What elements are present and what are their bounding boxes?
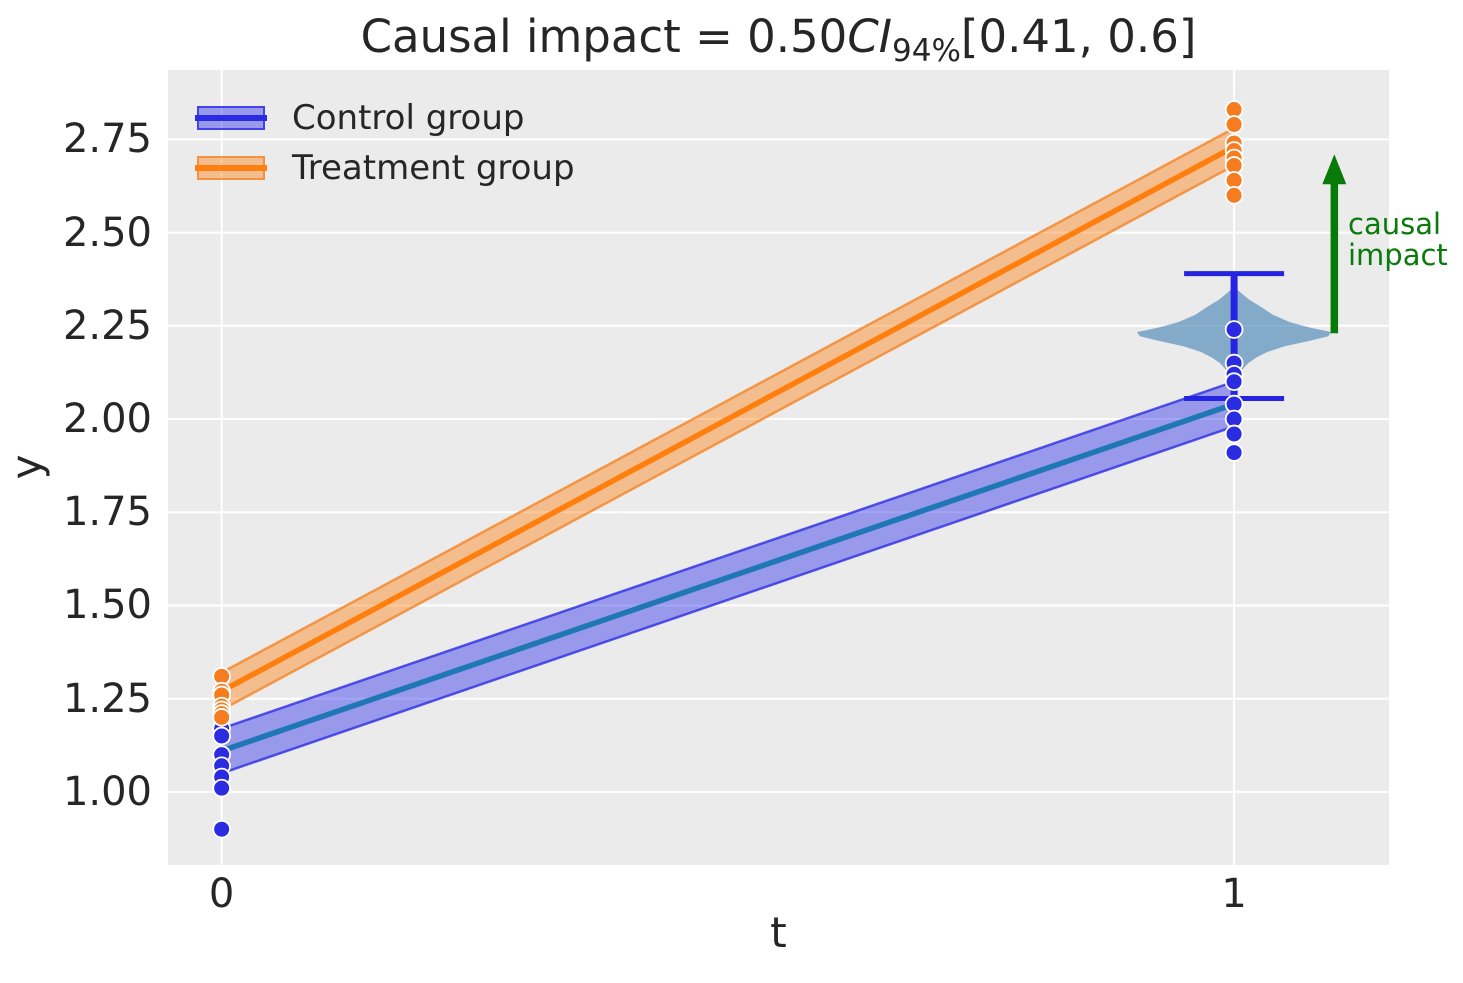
control-point <box>212 726 231 746</box>
control-point <box>1224 424 1244 444</box>
title-text: Causal impact = 0.50 <box>360 10 848 63</box>
x-axis-label: t <box>770 908 787 957</box>
treatment-band-lower-edge <box>221 164 1235 711</box>
control-point <box>1224 320 1244 339</box>
causal-impact-arrow-head <box>1322 154 1347 185</box>
y-tick-label: 1.50 <box>62 582 152 629</box>
legend-label-treatment: Treatment group <box>292 147 575 188</box>
legend-label-control: Control group <box>292 97 525 138</box>
control-point <box>212 819 231 839</box>
control-point <box>1224 372 1244 392</box>
treatment-legend-swatch <box>195 155 267 180</box>
x-tick-label: 1 <box>1221 871 1247 917</box>
y-tick-label: 2.75 <box>62 116 152 163</box>
causal-impact-annotation: causal impact <box>1348 209 1448 271</box>
y-tick-label: 1.00 <box>62 768 152 815</box>
treatment-point <box>212 708 231 727</box>
y-tick-label: 1.75 <box>62 489 152 536</box>
control-mean-line <box>220 401 1235 754</box>
control-band-lower-edge <box>221 425 1235 775</box>
title-ci: CI <box>847 10 893 63</box>
treatment-point <box>1224 185 1244 205</box>
y-axis-label: y <box>1 454 51 480</box>
treatment-point <box>1224 115 1244 134</box>
control-point <box>212 778 231 798</box>
legend-item-control: Control group <box>195 97 575 138</box>
treatment-mean-line <box>220 144 1236 694</box>
y-tick-label: 2.00 <box>62 396 152 443</box>
control-line-swatch <box>195 114 267 121</box>
axes-background <box>168 70 1389 865</box>
x-tick-label: 0 <box>208 871 235 917</box>
control-legend-swatch <box>195 105 267 130</box>
annotation-line-2: impact <box>1348 238 1448 272</box>
annotation-line-1: causal <box>1348 207 1442 241</box>
title-interval: [0.41, 0.6] <box>960 10 1197 63</box>
y-tick-label: 2.50 <box>62 209 152 256</box>
treatment-line-swatch <box>195 164 267 171</box>
treatment-band-upper-edge <box>221 127 1235 674</box>
control-band-upper-edge <box>221 380 1235 730</box>
control-point <box>1224 443 1244 462</box>
chart-title: Causal impact = 0.50CI94%[0.41, 0.6] <box>168 10 1389 69</box>
legend: Control group Treatment group <box>195 97 575 188</box>
y-tick-label: 2.25 <box>62 302 152 349</box>
y-tick-label: 1.25 <box>62 675 152 722</box>
title-ci-level: 94% <box>892 33 961 69</box>
legend-item-treatment: Treatment group <box>195 147 575 188</box>
